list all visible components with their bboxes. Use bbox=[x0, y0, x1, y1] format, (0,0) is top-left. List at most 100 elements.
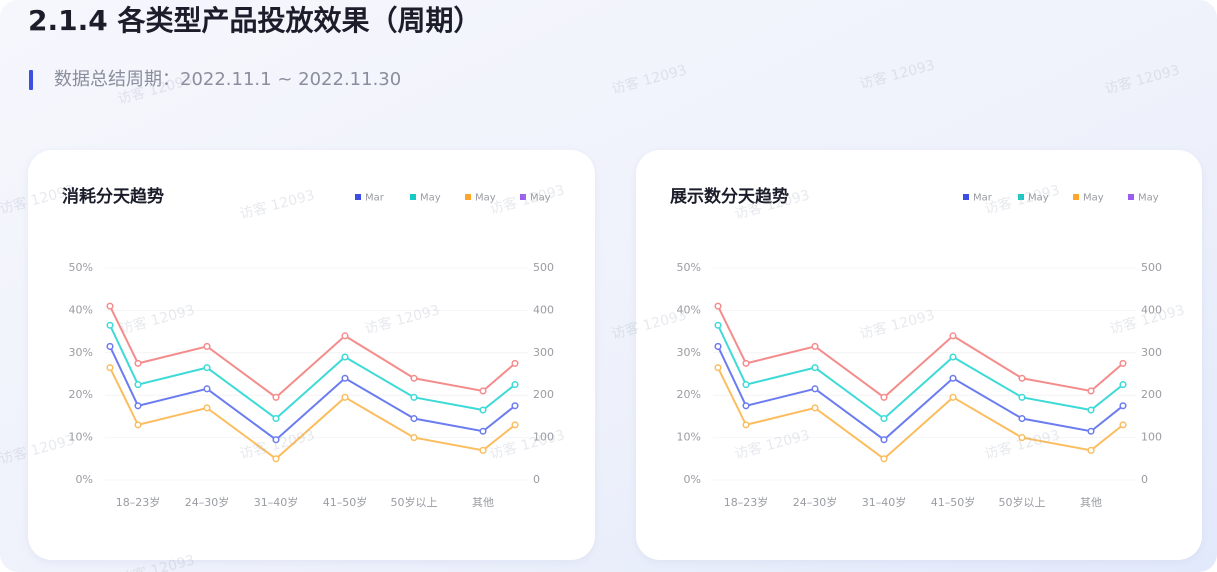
data-point bbox=[1119, 359, 1127, 367]
series-line bbox=[717, 367, 1124, 461]
x-tick-label: 41–50岁 bbox=[931, 495, 976, 509]
data-point bbox=[511, 359, 519, 367]
data-point bbox=[880, 436, 888, 444]
x-tick-label: 18–23岁 bbox=[724, 495, 769, 509]
legend-swatch bbox=[355, 194, 361, 200]
data-point bbox=[134, 359, 142, 367]
data-point bbox=[1018, 393, 1026, 401]
y-tick-label: 0% bbox=[684, 473, 701, 486]
x-tick-label: 50岁以上 bbox=[999, 495, 1046, 509]
y-tick-label: 50% bbox=[69, 261, 93, 274]
y2-tick-label: 500 bbox=[1141, 261, 1162, 274]
x-tick-label: 其他 bbox=[472, 496, 494, 509]
data-point bbox=[272, 455, 280, 463]
data-point bbox=[1018, 414, 1026, 423]
data-point bbox=[1087, 427, 1095, 435]
y2-tick-label: 400 bbox=[533, 303, 554, 316]
legend-swatch bbox=[520, 194, 526, 200]
chart-title: 消耗分天趋势 bbox=[62, 186, 164, 207]
data-point bbox=[1119, 381, 1127, 389]
data-point bbox=[714, 321, 722, 329]
legend-label: May bbox=[1138, 193, 1159, 204]
legend-swatch bbox=[963, 194, 969, 200]
data-point bbox=[341, 374, 349, 382]
legend-swatch bbox=[410, 194, 416, 200]
x-tick-label: 31–40岁 bbox=[862, 495, 907, 509]
accent-bar bbox=[29, 70, 33, 90]
data-point bbox=[106, 321, 114, 329]
x-tick-label: 18–23岁 bbox=[116, 495, 161, 509]
data-point bbox=[1119, 421, 1127, 429]
y-tick-label: 30% bbox=[677, 346, 701, 359]
data-point bbox=[714, 302, 722, 310]
data-point bbox=[714, 342, 722, 350]
data-point bbox=[410, 393, 418, 401]
legend-swatch bbox=[1073, 194, 1079, 200]
legend-label: May bbox=[1028, 193, 1049, 204]
series-line bbox=[109, 346, 516, 442]
legend-label: Mar bbox=[365, 193, 385, 204]
y-tick-label: 40% bbox=[69, 303, 93, 316]
data-point bbox=[203, 364, 211, 372]
data-point bbox=[106, 364, 114, 372]
y2-tick-label: 200 bbox=[533, 388, 554, 401]
x-tick-label: 24–30岁 bbox=[793, 495, 838, 509]
data-point bbox=[203, 404, 211, 412]
data-point bbox=[511, 381, 519, 389]
series-line bbox=[717, 324, 1124, 420]
y-tick-label: 50% bbox=[677, 261, 701, 274]
data-point bbox=[272, 393, 280, 401]
series-line bbox=[109, 324, 516, 420]
data-point bbox=[341, 332, 349, 340]
legend-label: May bbox=[530, 193, 551, 204]
y2-tick-label: 300 bbox=[533, 346, 554, 359]
series-line bbox=[109, 367, 516, 461]
x-tick-label: 50岁以上 bbox=[391, 495, 438, 509]
x-tick-label: 24–30岁 bbox=[185, 495, 230, 509]
data-point bbox=[1087, 387, 1095, 395]
data-point bbox=[410, 374, 418, 382]
series-line bbox=[717, 346, 1124, 442]
series-line bbox=[109, 305, 516, 399]
data-point bbox=[272, 436, 280, 444]
data-point bbox=[949, 353, 957, 361]
data-point bbox=[479, 387, 487, 395]
data-point bbox=[341, 353, 349, 361]
data-point bbox=[1119, 402, 1127, 410]
y2-tick-label: 0 bbox=[533, 473, 540, 486]
y-tick-label: 0% bbox=[76, 473, 93, 486]
data-point bbox=[880, 414, 888, 423]
legend-label: Mar bbox=[973, 193, 993, 204]
data-point bbox=[511, 421, 519, 429]
data-point bbox=[714, 364, 722, 372]
data-point bbox=[880, 393, 888, 401]
legend-label: May bbox=[475, 193, 496, 204]
panel bbox=[28, 150, 595, 560]
data-point bbox=[811, 385, 819, 393]
legend-swatch bbox=[1128, 194, 1134, 200]
y2-tick-label: 400 bbox=[1141, 303, 1162, 316]
y-tick-label: 10% bbox=[677, 431, 701, 444]
data-point bbox=[203, 342, 211, 350]
data-point bbox=[811, 404, 819, 412]
data-point bbox=[949, 332, 957, 340]
data-point bbox=[479, 427, 487, 435]
data-point bbox=[1018, 374, 1026, 382]
y2-tick-label: 100 bbox=[533, 431, 554, 444]
data-point bbox=[742, 381, 750, 389]
data-point bbox=[134, 421, 142, 429]
data-point bbox=[410, 434, 418, 442]
data-point bbox=[341, 393, 349, 401]
series-line bbox=[717, 305, 1124, 399]
data-point bbox=[203, 385, 211, 393]
y2-tick-label: 100 bbox=[1141, 431, 1162, 444]
legend-label: May bbox=[420, 193, 441, 204]
chart-title: 展示数分天趋势 bbox=[670, 186, 789, 207]
y-tick-label: 20% bbox=[69, 388, 93, 401]
panel bbox=[636, 150, 1202, 560]
x-tick-label: 41–50岁 bbox=[323, 495, 368, 509]
data-point bbox=[742, 402, 750, 410]
data-point bbox=[880, 455, 888, 463]
